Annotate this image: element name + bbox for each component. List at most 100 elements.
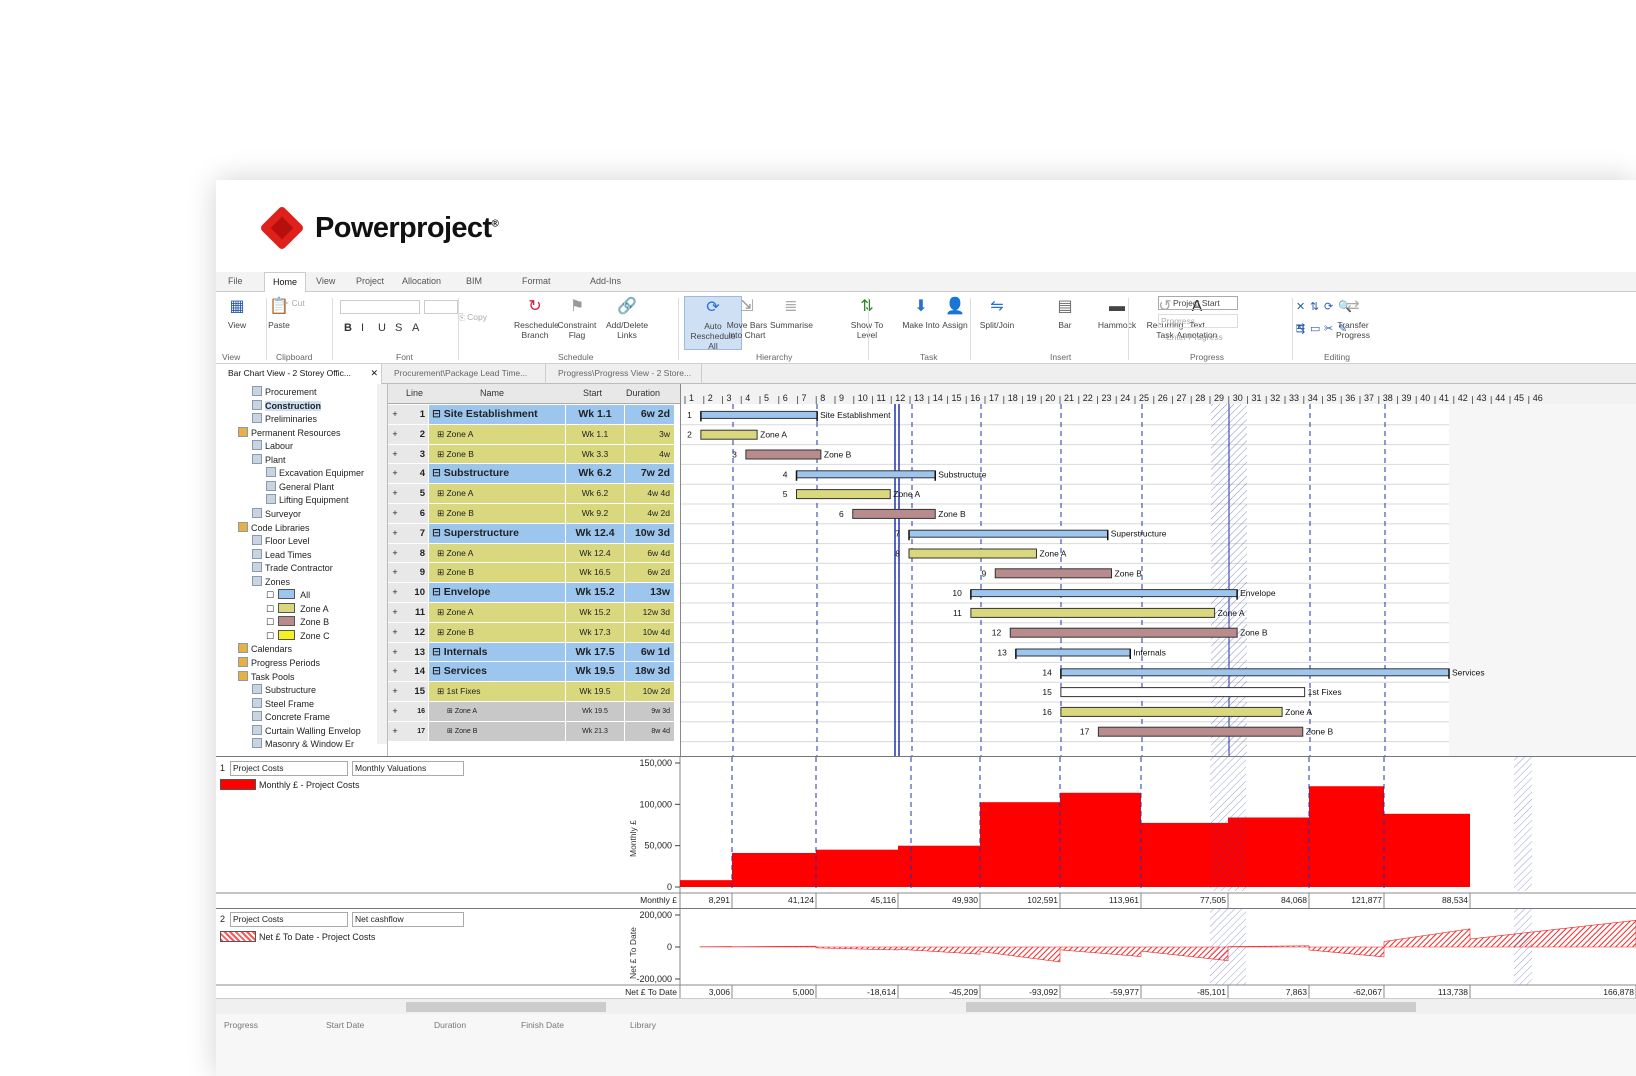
row-expander[interactable]: + [388,523,402,543]
row-expander[interactable]: + [388,543,402,563]
status-duration[interactable]: Duration [434,1020,467,1030]
tree-item[interactable]: Permanent Resources [238,426,341,440]
italic-icon[interactable]: I [361,322,365,334]
task-name[interactable]: ⊞ Zone B [429,622,565,642]
tree-item[interactable]: Zones [252,575,290,589]
font-name-combo[interactable] [340,300,420,314]
task-name[interactable]: ⊟ Internals [429,642,565,662]
tree-item[interactable]: Lifting Equipment [266,494,349,507]
status-start[interactable]: Start Date [326,1020,365,1030]
expand-icon[interactable]: ⊞ [447,727,455,735]
col-duration[interactable]: Duration [626,388,661,398]
document-tab[interactable]: Progress\Progress View - 2 Store... [546,364,702,384]
clipboard-button[interactable]: 📋 Paste [258,296,300,331]
task-name[interactable]: ⊞ Zone B [429,563,565,583]
task-start[interactable]: Wk 19.5 [566,682,624,701]
document-tab[interactable]: Bar Chart View - 2 Storey Offic... ✕ [216,364,382,384]
expand-icon[interactable]: ⊞ [437,607,447,617]
find-icon[interactable]: 🔍 [1338,301,1352,313]
col-name[interactable]: Name [480,388,505,398]
task-start[interactable]: Wk 16.5 [566,563,624,583]
row-expander[interactable]: + [388,622,402,642]
tree-item[interactable]: ☐ Zone C [266,629,330,643]
progress-combo[interactable]: Project Start [1158,296,1238,310]
gantt-bar[interactable]: 15 1st Fixes [1042,687,1342,698]
table-row[interactable]: +4 ⊟ Substructure Wk 6.2 7w 2d [388,464,680,485]
task-start[interactable]: Wk 3.3 [566,444,624,464]
expand-icon[interactable]: ⊞ [437,448,447,459]
gantt-bar[interactable]: 17 Zone B [1080,726,1334,737]
tree-item[interactable]: Task Pools [238,670,295,684]
tree-item[interactable]: ☐ Zone A [266,602,329,616]
edit-icon[interactable]: ✎ [1338,323,1348,335]
row-expander[interactable]: + [388,563,402,583]
task-name[interactable]: ⊟ Substructure [429,464,565,484]
status-finish[interactable]: Finish Date [521,1020,564,1030]
expand-icon[interactable]: ⊞ [437,488,447,499]
transfer-progress-button[interactable]: ⇄ Transfer Progress [1332,296,1374,341]
horizontal-scrollbar[interactable] [216,998,1636,1014]
expand-icon[interactable]: ⊞ [437,626,447,637]
row-expander[interactable]: + [388,662,402,682]
task-start[interactable]: Wk 12.4 [566,543,624,563]
task-duration[interactable]: 6w 2d [625,563,674,583]
gantt-bar[interactable]: 9 Zone B [982,568,1143,579]
auto-reschedule-button[interactable]: ⟳ Auto Reschedule All [684,296,742,351]
task-start[interactable]: Wk 6.2 [566,484,624,503]
gantt-bar[interactable]: 5 Zone A [783,489,921,499]
table-row[interactable]: +14 ⊟ Services Wk 19.5 18w 3d [388,662,680,683]
col-line[interactable]: Line [406,388,424,398]
table-row[interactable]: +2 ⊞ Zone A Wk 1.1 3w [388,424,680,445]
table-row[interactable]: +1 ⊟ Site Establishment Wk 1.1 6w 2d [388,405,680,425]
task-duration[interactable]: 6w 1d [625,642,674,662]
underline-icon[interactable]: U [378,322,386,334]
tree-item[interactable]: Labour [252,440,293,453]
task-name[interactable]: ⊞ Zone B [429,444,565,464]
task-start[interactable]: Wk 12.4 [566,523,624,543]
table-row[interactable]: +7 ⊟ Superstructure Wk 12.4 10w 3d [388,523,680,544]
row-expander[interactable]: + [388,721,402,741]
task-duration[interactable]: 9w 3d [625,702,674,721]
enter-progress-button[interactable]: Enter Progress [1166,332,1223,342]
table-row[interactable]: +12 ⊞ Zone B Wk 17.3 10w 4d [388,622,680,643]
tree-item[interactable]: Calendars [238,643,292,656]
gantt-bar[interactable]: 1 Site Establishment [687,410,891,422]
task-duration[interactable]: 6w 2d [625,405,674,424]
tree-item[interactable]: Procurement [252,386,317,399]
menu-tab-allocation[interactable]: Allocation [402,276,442,286]
task-start[interactable]: Wk 21.3 [566,721,624,741]
row-expander[interactable]: + [388,642,402,662]
checkbox-icon[interactable]: ☐ [266,603,275,614]
text-annotation-button[interactable]: A Text Annotation [1176,296,1218,341]
table-row[interactable]: +11 ⊞ Zone A Wk 15.2 12w 3d [388,603,680,623]
tree-item[interactable]: Preliminaries [252,413,317,426]
assign-button[interactable]: 👤 Assign [934,296,976,331]
split-join-button[interactable]: ⇋ Split/Join [976,296,1018,331]
task-start[interactable]: Wk 15.2 [566,583,624,602]
link-button[interactable]: 🔗 Add/Delete Links [606,296,648,341]
bar-button[interactable]: ▤ Bar [1044,296,1086,331]
status-library[interactable]: Library [630,1020,656,1030]
menu-tab-addins[interactable]: Add-Ins [590,276,622,286]
task-name[interactable]: ⊟ Site Establishment [429,405,565,424]
hammock-button[interactable]: ▬ Hammock [1096,296,1138,331]
expand-icon[interactable]: ⊞ [437,508,447,518]
task-name[interactable]: ⊟ Services [429,662,565,682]
gantt-bar[interactable]: 3 Zone B [732,449,852,460]
table-row[interactable]: +16 ⊞ Zone A Wk 19.5 9w 3d [388,702,680,722]
menu-tab-home[interactable]: Home [264,272,307,293]
font-size-combo[interactable] [424,300,458,314]
menu-tab-project[interactable]: Project [356,276,385,286]
tree-item[interactable]: Excavation Equipmer [266,467,364,480]
task-name[interactable]: ⊟ Envelope [429,583,565,602]
fill-icon[interactable]: ⇶ [1296,323,1306,335]
task-duration[interactable]: 13w [625,583,674,602]
task-name[interactable]: ⊞ Zone A [429,424,565,444]
gantt-bar[interactable]: 2 Zone A [687,429,787,440]
menu-tab-format[interactable]: Format [522,276,551,286]
table-row[interactable]: +3 ⊞ Zone B Wk 3.3 4w [388,444,680,465]
table-row[interactable]: +17 ⊞ Zone B Wk 21.3 8w 4d [388,721,680,742]
tree-item[interactable]: ☐ All [266,589,310,602]
tree-item[interactable]: Masonry & Window Er [252,738,354,751]
copy-button[interactable]: ⎘ Copy [458,312,487,322]
